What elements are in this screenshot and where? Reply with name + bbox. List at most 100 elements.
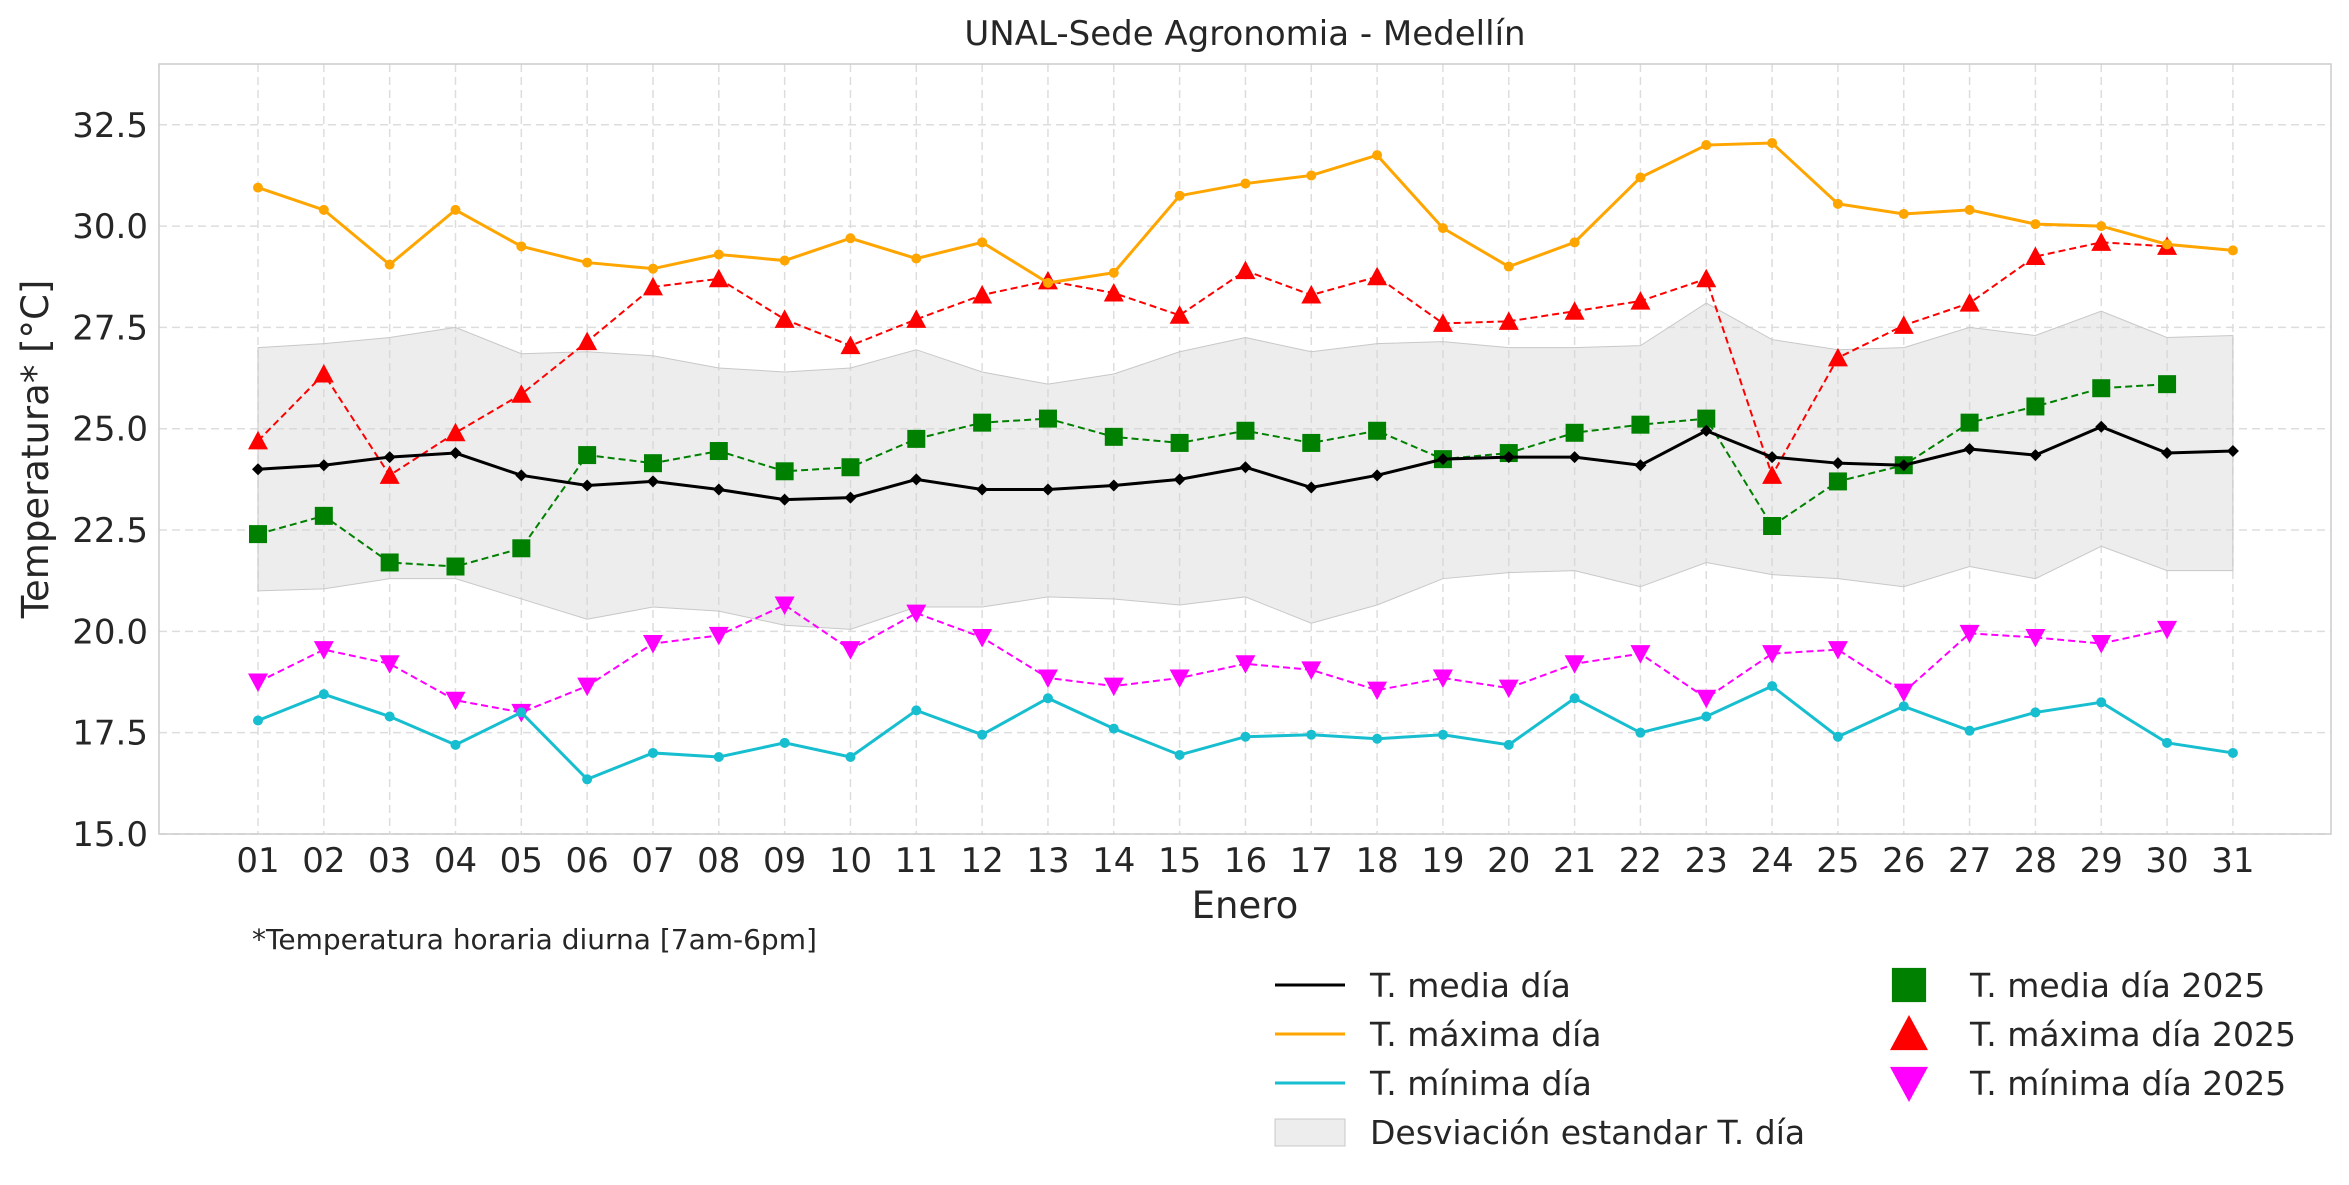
data-point [1763,517,1782,535]
x-tick-label: 06 [566,841,609,881]
legend-item-4: T. media día 2025 [1891,966,2265,1005]
data-point [2025,246,2046,265]
y-tick-label: 32.5 [72,106,148,146]
x-tick-label: 08 [697,841,740,881]
data-point [1301,661,1322,680]
data-point [778,493,791,506]
data-point [2030,219,2041,230]
y-tick-label: 20.0 [72,612,148,652]
data-point [1436,453,1449,466]
data-point [1831,457,1844,470]
data-point [1898,701,1909,712]
data-point [642,276,663,296]
data-point [1104,427,1123,446]
legend-marker [1891,967,1927,1003]
data-point [646,475,659,488]
series-line [257,241,2168,478]
data-point [1041,483,1054,496]
data-point [709,442,728,461]
data-point [446,557,465,576]
data-point [253,182,263,193]
data-point [249,525,267,544]
y-axis-label: Temperatura* [°C] [14,280,57,620]
legend-marker [1890,1066,1928,1102]
data-point [1169,305,1190,324]
series-2 [253,138,2238,288]
y-tick-label: 17.5 [72,714,148,754]
data-point [845,752,856,762]
y-axis-ticks: 15.0 17.5 20.0 22.5 25.0 27.5 30.0 32.5 [72,106,148,855]
legend-label: T. máxima día [1369,1015,1601,1054]
x-tick-label: 03 [368,841,411,881]
series-group [248,138,2239,785]
legend-item-2: T. máxima día [1275,1015,1601,1054]
footnote: *Temperatura horaria diurna [7am-6pm] [252,923,817,956]
legend-label: Desviación estandar T. día [1370,1113,1805,1152]
data-point [1827,641,1848,660]
data-point [1103,677,1124,697]
y-tick-label: 27.5 [72,308,148,348]
data-point [1367,681,1388,701]
data-point [976,483,989,496]
data-point [1038,409,1057,428]
data-point [1503,261,1514,272]
data-point [1240,731,1251,742]
data-point [1235,260,1256,280]
data-point [383,451,396,464]
data-point [450,739,461,750]
data-point [384,711,395,722]
data-point [252,463,264,476]
x-tick-label: 11 [895,841,938,881]
legend-item-band: Desviación estandar T. día [1274,1113,1805,1152]
data-point [1635,727,1646,738]
data-point [1498,679,1519,699]
data-point [906,604,927,624]
data-point [1503,739,1514,750]
data-point [1042,693,1053,704]
legend-label: T. mínima día [1369,1064,1592,1103]
data-point [1240,178,1251,189]
data-point [841,458,860,477]
data-point [1437,729,1448,740]
data-point [1432,313,1453,332]
y-tick-label: 30.0 [72,207,148,247]
data-point [1302,433,1321,452]
data-point [2096,221,2107,232]
data-point [1762,465,1783,484]
data-point [1631,415,1650,434]
x-tick-label: 13 [1026,841,1069,881]
y-tick-label: 22.5 [72,511,148,551]
data-point [1767,138,1778,149]
data-point [1832,198,1843,209]
legend-label: T. máxima día 2025 [1969,1015,2296,1054]
data-point [1306,729,1317,740]
legend-item-6: T. mínima día 2025 [1890,1064,2286,1103]
data-point [253,715,263,726]
data-point [1697,409,1716,428]
plot-area-frame [158,63,2332,835]
x-axis-label: Enero [1192,884,1299,927]
data-point [713,752,724,762]
data-point [1367,266,1388,286]
data-point [1767,681,1778,692]
data-point [1828,472,1847,491]
data-point [1174,749,1185,760]
data-point [647,263,658,274]
data-point [1893,315,1914,334]
data-point [379,465,400,484]
x-tick-label: 10 [829,841,872,881]
x-tick-label: 19 [1421,841,1464,881]
data-point [1564,301,1585,320]
data-point [2029,449,2042,462]
x-tick-label: 07 [631,841,674,881]
x-tick-label: 18 [1355,841,1398,881]
data-point [779,255,790,266]
legend-label: T. media día [1369,966,1571,1005]
data-point [1372,150,1383,161]
x-tick-label: 17 [1290,841,1333,881]
data-point [1827,347,1848,367]
data-point [445,691,466,711]
data-point [643,454,662,473]
data-point [840,641,861,660]
data-point [1893,683,1914,703]
